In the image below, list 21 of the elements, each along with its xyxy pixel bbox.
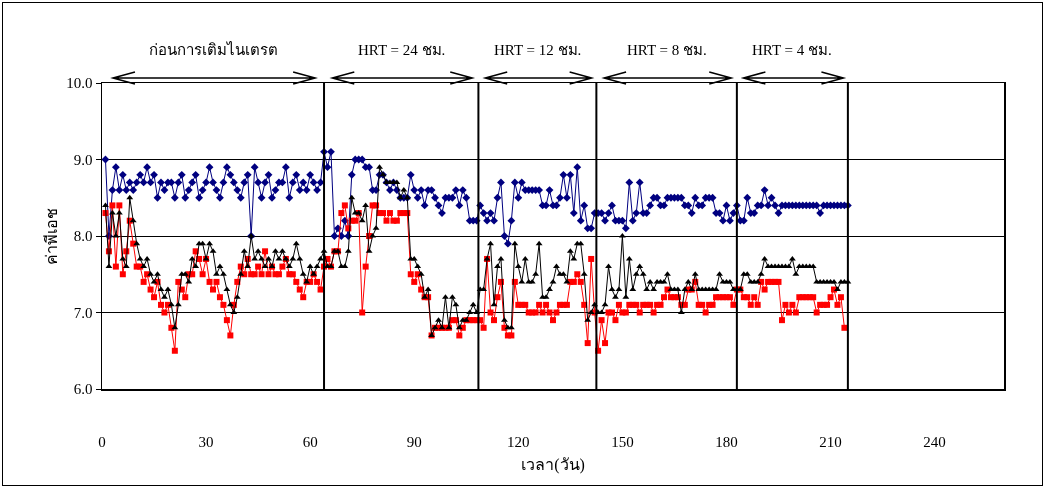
x-axis-title: เวลา(วัน)	[521, 455, 585, 474]
text: ก่อนการเติมไนเตรต	[149, 41, 278, 58]
y-tick-label: 8.0	[73, 228, 93, 245]
y-tick-label: 6.0	[73, 381, 93, 398]
y-tick-label: 10.0	[66, 75, 93, 92]
x-tick-label: 240	[923, 433, 946, 450]
x-tick-label: 180	[715, 433, 738, 450]
x-tick-label: 0	[98, 433, 106, 450]
x-tick-label: 150	[611, 433, 634, 450]
x-tick-label: 210	[819, 433, 842, 450]
x-tick-label: 30	[198, 433, 214, 450]
x-tick-label: 120	[507, 433, 530, 450]
y-tick-label: 9.0	[73, 151, 93, 168]
text: HRT = 4 ชม.	[752, 42, 832, 58]
y-tick-label: 7.0	[73, 304, 93, 321]
x-tick-label: 60	[302, 433, 318, 450]
x-tick-label: 90	[406, 433, 422, 450]
y-axis-title: ค่าพีเอช	[43, 207, 61, 265]
text: HRT = 8 ชม.	[627, 42, 707, 58]
text: HRT = 24 ชม.	[358, 42, 446, 58]
text: HRT = 12 ชม.	[494, 42, 582, 58]
